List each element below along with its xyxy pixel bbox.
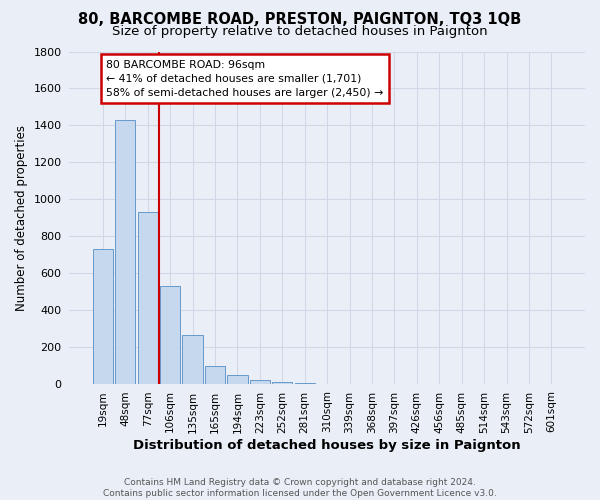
Bar [227,375,248,384]
Y-axis label: Number of detached properties: Number of detached properties [15,125,28,311]
Bar [137,212,158,384]
Bar [205,366,225,384]
Text: Size of property relative to detached houses in Paignton: Size of property relative to detached ho… [112,25,488,38]
Text: Contains HM Land Registry data © Crown copyright and database right 2024.
Contai: Contains HM Land Registry data © Crown c… [103,478,497,498]
Text: 80 BARCOMBE ROAD: 96sqm
← 41% of detached houses are smaller (1,701)
58% of semi: 80 BARCOMBE ROAD: 96sqm ← 41% of detache… [106,60,383,98]
Text: 80, BARCOMBE ROAD, PRESTON, PAIGNTON, TQ3 1QB: 80, BARCOMBE ROAD, PRESTON, PAIGNTON, TQ… [79,12,521,28]
Bar [250,380,270,384]
Bar [272,382,292,384]
X-axis label: Distribution of detached houses by size in Paignton: Distribution of detached houses by size … [133,440,521,452]
Bar [115,120,136,384]
Bar [93,250,113,384]
Bar [182,335,203,384]
Bar [160,286,180,384]
